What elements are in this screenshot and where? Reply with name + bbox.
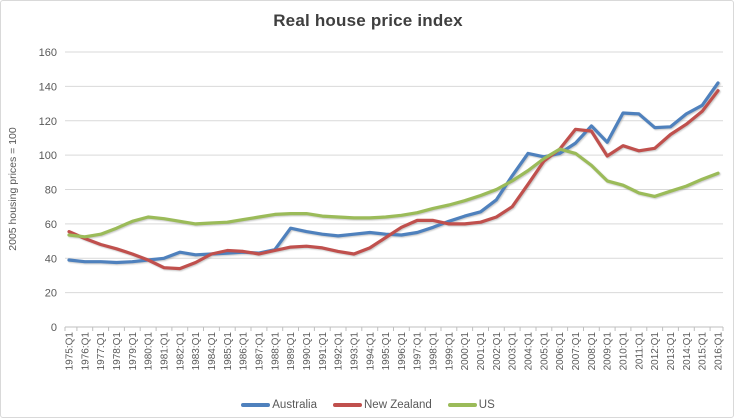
x-tick-label: 1985:Q1 <box>223 332 234 371</box>
x-tick-label: 2013:Q1 <box>666 332 677 371</box>
y-tick-label: 140 <box>39 81 57 93</box>
legend-swatch-us <box>447 403 477 407</box>
legend-label-australia: Australia <box>272 399 317 411</box>
x-tick-label: 2000:Q1 <box>460 332 471 371</box>
x-tick-label: 1994:Q1 <box>365 332 376 371</box>
series-line-new-zealand[interactable] <box>67 89 720 271</box>
x-tick-label: 2016:Q1 <box>714 332 725 371</box>
legend-swatch-new-zealand <box>333 403 362 407</box>
x-tick-label: 1987:Q1 <box>255 332 266 371</box>
x-tick-label: 2011:Q1 <box>634 332 645 370</box>
x-tick-label: 1980:Q1 <box>144 332 155 371</box>
series-group <box>67 81 720 271</box>
series-line-us[interactable] <box>67 147 720 239</box>
y-tick-label: 60 <box>45 219 57 231</box>
x-tick-label: 2015:Q1 <box>698 332 709 371</box>
x-tick-label: 1986:Q1 <box>239 332 250 371</box>
x-tick-label: 1975:Q1 <box>65 332 76 371</box>
y-tick-label: 100 <box>39 150 57 162</box>
x-tick-label: 1977:Q1 <box>96 332 107 371</box>
legend-item-us[interactable]: US <box>447 399 495 411</box>
x-tick-label: 1999:Q1 <box>444 332 455 371</box>
x-tick-label: 1989:Q1 <box>286 332 297 371</box>
x-tick-label: 1997:Q1 <box>413 332 424 371</box>
legend-label-us: US <box>478 399 495 411</box>
x-tick-label: 2005:Q1 <box>539 332 550 371</box>
x-tick-label: 2006:Q1 <box>555 332 566 371</box>
series-line-australia[interactable] <box>67 81 720 265</box>
x-tick-label: 2008:Q1 <box>587 332 598 371</box>
y-tick-label: 160 <box>39 47 57 59</box>
x-tick-label: 1995:Q1 <box>381 332 392 371</box>
x-tick-label: 1991:Q1 <box>318 332 329 371</box>
x-tick-label: 1978:Q1 <box>112 332 123 371</box>
legend-item-australia[interactable]: Australia <box>241 399 317 411</box>
chart-legend: Australia New Zealand US <box>1 399 733 411</box>
x-tick-label: 2012:Q1 <box>650 332 661 371</box>
x-tick-label: 1976:Q1 <box>80 332 91 371</box>
legend-label-new-zealand: New Zealand <box>364 399 432 411</box>
x-tick-label: 2003:Q1 <box>508 332 519 371</box>
y-tick-label: 0 <box>51 322 57 334</box>
x-tick-label: 2002:Q1 <box>492 332 503 371</box>
x-tick-label: 2010:Q1 <box>619 332 630 371</box>
x-tick-label: 1982:Q1 <box>175 332 186 371</box>
x-tick-label: 1988:Q1 <box>270 332 281 371</box>
x-tick-label: 1983:Q1 <box>191 332 202 371</box>
x-tick-label: 2001:Q1 <box>476 332 487 371</box>
y-tick-label: 20 <box>45 288 57 300</box>
x-tick-label: 1998:Q1 <box>429 332 440 371</box>
x-tick-label: 2009:Q1 <box>603 332 614 371</box>
y-tick-label: 120 <box>39 116 57 128</box>
x-tick-label: 2014:Q1 <box>682 332 693 371</box>
x-tick-label: 1979:Q1 <box>128 332 139 371</box>
x-tick-label: 1993:Q1 <box>349 332 360 371</box>
x-tick-label: 1990:Q1 <box>302 332 313 371</box>
x-tick-label: 1981:Q1 <box>160 332 171 371</box>
legend-item-new-zealand[interactable]: New Zealand <box>333 399 432 411</box>
x-tick-label: 2007:Q1 <box>571 332 582 371</box>
y-axis-title: 2005 housing prices = 100 <box>7 127 19 251</box>
x-tick-label: 1992:Q1 <box>334 332 345 371</box>
x-tick-label: 2004:Q1 <box>524 332 535 371</box>
chart-title: Real house price index <box>273 11 463 30</box>
y-tick-label: 80 <box>45 185 57 197</box>
legend-swatch-australia <box>241 403 271 407</box>
x-tick-label: 1984:Q1 <box>207 332 218 371</box>
y-tick-label: 40 <box>45 253 57 265</box>
x-tick-label: 1996:Q1 <box>397 332 408 371</box>
